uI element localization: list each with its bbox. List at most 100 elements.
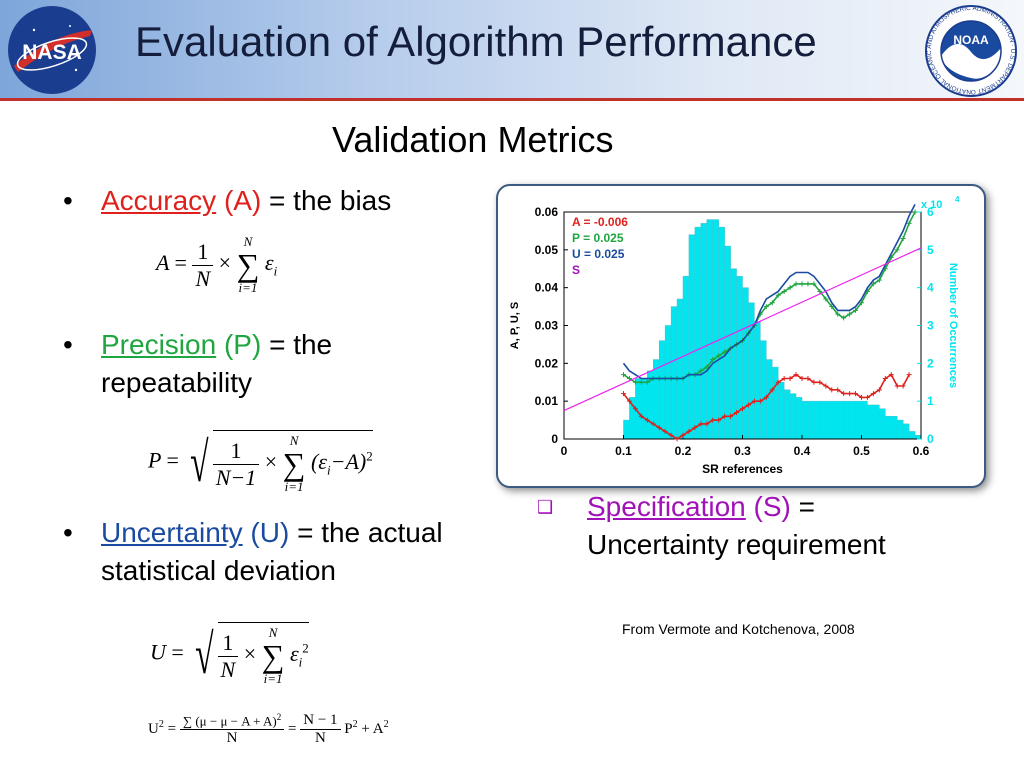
y-tick-label: 0.05 xyxy=(535,243,559,257)
histogram-bar xyxy=(760,340,767,440)
series-point-A xyxy=(668,432,674,438)
series-point-A xyxy=(811,379,817,385)
series-point-A xyxy=(870,391,876,397)
y2-tick-label: 2 xyxy=(927,356,934,370)
histogram-bar xyxy=(766,359,773,440)
series-point-P xyxy=(823,296,829,302)
series-point-A xyxy=(728,413,734,419)
series-point-A xyxy=(864,394,870,400)
y-tick-label: 0.04 xyxy=(535,281,559,295)
histogram-bar xyxy=(789,393,797,440)
histogram-bar xyxy=(664,325,672,440)
series-point-A xyxy=(882,375,888,381)
y2-tick-label: 0 xyxy=(927,432,934,446)
series-point-A xyxy=(686,428,692,434)
bullet-accuracy: • Accuracy (A) = the bias xyxy=(63,182,391,220)
series-point-P xyxy=(716,353,722,359)
series-point-P xyxy=(817,288,823,294)
series-point-A xyxy=(888,372,894,378)
series-point-A xyxy=(674,436,680,442)
histogram-bar xyxy=(742,287,749,440)
histogram-bar xyxy=(807,400,815,440)
x-tick-label: 0 xyxy=(561,444,568,458)
histogram-bar xyxy=(700,223,708,440)
specification-term: Specification xyxy=(587,491,746,522)
histogram-bar xyxy=(896,419,904,440)
series-point-P xyxy=(829,304,835,310)
series-point-A xyxy=(638,413,644,419)
x-tick-label: 0.1 xyxy=(615,444,632,458)
series-point-A xyxy=(841,391,847,397)
legend-entry: P = 0.025 xyxy=(572,231,624,245)
series-point-P xyxy=(638,379,644,385)
series-point-A xyxy=(859,394,864,400)
series-point-A xyxy=(763,394,769,400)
series-point-A xyxy=(823,383,829,389)
precision-code: (P) xyxy=(223,329,262,360)
series-point-P xyxy=(763,304,769,310)
series-point-P xyxy=(710,357,716,363)
histogram-bar xyxy=(873,404,880,440)
series-point-P xyxy=(811,281,817,287)
series-point-P xyxy=(704,364,710,370)
series-point-P xyxy=(698,368,704,374)
histogram-bar xyxy=(772,366,779,440)
histogram-bar xyxy=(837,400,844,440)
histogram-bar xyxy=(885,416,892,440)
series-point-A xyxy=(799,375,805,381)
precision-definition-2: repeatability xyxy=(101,367,252,398)
series-point-P xyxy=(787,285,793,291)
y2-tick-label: 3 xyxy=(927,319,934,333)
series-point-A xyxy=(906,372,912,378)
y2-tick-label: 1 xyxy=(927,394,934,408)
series-point-A xyxy=(716,417,722,423)
y-tick-label: 0.03 xyxy=(535,319,559,333)
series-point-A xyxy=(704,421,710,427)
series-point-A xyxy=(698,421,704,427)
uncertainty-code: (U) xyxy=(250,517,290,548)
bullet-dot: • xyxy=(63,517,73,548)
series-point-A xyxy=(734,410,740,416)
series-point-P xyxy=(805,281,811,287)
series-point-P xyxy=(870,281,876,287)
x-tick-label: 0.5 xyxy=(853,444,870,458)
accuracy-term: Accuracy xyxy=(101,185,217,216)
series-point-A xyxy=(894,383,900,389)
histogram-bar xyxy=(795,397,803,440)
series-point-P xyxy=(799,281,805,287)
series-point-A xyxy=(656,425,662,431)
series-point-A xyxy=(793,372,799,378)
series-point-P xyxy=(644,379,650,385)
series-point-P xyxy=(775,292,781,298)
series-point-P xyxy=(900,235,906,241)
series-point-A xyxy=(722,413,728,419)
series-point-A xyxy=(781,375,787,381)
series-point-P xyxy=(912,209,918,215)
histogram-bar xyxy=(783,389,791,440)
checkbox-bullet-icon: ❑ xyxy=(537,497,554,517)
x-axis-label: SR references xyxy=(702,462,783,476)
series-point-P xyxy=(876,277,882,283)
y-tick-label: 0.02 xyxy=(535,356,559,370)
nasa-logo: NASA xyxy=(8,6,96,94)
histogram-bar xyxy=(658,340,666,440)
histogram-bar xyxy=(908,431,916,440)
histogram-bar xyxy=(902,423,910,440)
y2-multiplier-label: x 10 xyxy=(921,199,942,211)
bullet-uncertainty: • Uncertainty (U) = the actual statistic… xyxy=(63,514,443,590)
series-point-P xyxy=(793,281,799,287)
series-line-U xyxy=(622,204,916,380)
histogram-bar xyxy=(861,400,868,440)
histogram-bar xyxy=(641,378,648,440)
y2-tick-label: 4 xyxy=(927,281,934,295)
series-point-P xyxy=(841,315,847,321)
histogram-bar xyxy=(724,245,731,440)
histogram-bar xyxy=(682,276,690,440)
y-tick-label: 0.06 xyxy=(535,205,559,219)
histogram-bar xyxy=(748,302,755,440)
noaa-logo-text: NOAA xyxy=(953,33,989,47)
specification-definition-2: Uncertainty requirement xyxy=(587,529,886,560)
series-point-A xyxy=(626,398,632,404)
